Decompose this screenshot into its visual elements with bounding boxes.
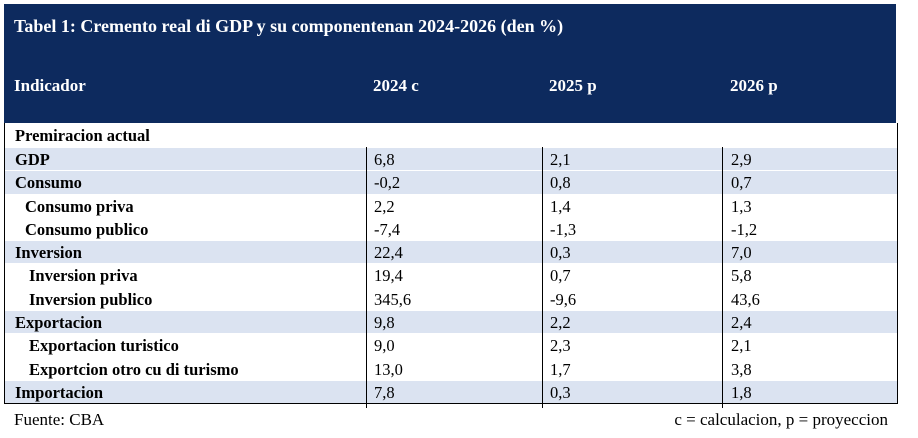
table-row: Consumo priva 2,2 1,4 1,3 — [5, 193, 897, 217]
section-row: Premiracion actual — [5, 123, 897, 147]
value-2025: 1,4 — [550, 196, 571, 216]
value-2024: 19,4 — [374, 266, 403, 286]
value-2025: 0,7 — [550, 266, 571, 286]
value-2026: 7,0 — [731, 243, 752, 263]
column-header-indicator: Indicador — [14, 76, 86, 95]
value-2024: 22,4 — [374, 243, 403, 263]
data-table: Premiracion actual GDP 6,8 2,1 2,9 Consu… — [4, 123, 898, 405]
value-2024: 6,8 — [374, 150, 395, 169]
row-label: Inversion — [15, 243, 82, 263]
row-label: Inversion publico — [29, 289, 153, 309]
value-2025: -1,3 — [550, 219, 577, 239]
row-label: Consumo priva — [25, 196, 134, 216]
legend-note: c = calculacion, p = proyeccion — [674, 410, 888, 429]
row-label: Exportcion otro cu di turismo — [29, 359, 239, 379]
table-row: Inversion 22,4 0,3 7,0 — [5, 240, 897, 264]
value-2025: 1,7 — [550, 359, 571, 379]
value-2026: 1,3 — [731, 196, 752, 216]
value-2026: 2,9 — [731, 150, 752, 169]
value-2025: 2,2 — [550, 313, 571, 333]
table-row: Consumo publico -7,4 -1,3 -1,2 — [5, 216, 897, 240]
table-row: Exportcion otro cu di turismo 13,0 1,7 3… — [5, 356, 897, 380]
row-label: Exportacion turistico — [29, 336, 179, 356]
table-row: GDP 6,8 2,1 2,9 — [5, 147, 897, 171]
column-header-2026: 2026 p — [730, 76, 778, 95]
value-2024: 7,8 — [374, 382, 395, 402]
table-row: Inversion priva 19,4 0,7 5,8 — [5, 263, 897, 286]
value-2025: 2,3 — [550, 336, 571, 356]
column-header-2024: 2024 c — [373, 76, 419, 95]
value-2025: 0,3 — [550, 243, 571, 263]
value-2025: 0,3 — [550, 382, 571, 402]
table-title: Tabel 1: Cremento real di GDP y su compo… — [14, 16, 564, 36]
value-2024: -7,4 — [374, 219, 401, 239]
table-row: Exportacion 9,8 2,2 2,4 — [5, 310, 897, 334]
value-2024: 13,0 — [374, 359, 403, 379]
row-label: Importacion — [15, 382, 103, 402]
value-2026: -1,2 — [731, 219, 758, 239]
column-divider — [542, 147, 543, 408]
table-row: Inversion publico 345,6 -9,6 43,6 — [5, 286, 897, 310]
row-label: Consumo — [15, 173, 82, 193]
column-divider — [366, 147, 367, 408]
value-2026: 43,6 — [731, 289, 760, 309]
source-note: Fuente: CBA — [14, 410, 105, 429]
table-header: Tabel 1: Cremento real di GDP y su compo… — [4, 4, 896, 123]
row-label: GDP — [15, 150, 50, 169]
value-2024: 345,6 — [374, 289, 412, 309]
value-2026: 2,4 — [731, 313, 752, 333]
value-2025: 2,1 — [550, 150, 571, 169]
value-2026: 2,1 — [731, 336, 752, 356]
column-header-2025: 2025 p — [549, 76, 597, 95]
value-2024: 2,2 — [374, 196, 395, 216]
value-2026: 5,8 — [731, 266, 752, 286]
row-label: Exportacion — [15, 313, 103, 333]
table-row: Importacion 7,8 0,3 1,8 — [5, 379, 897, 404]
table-row: Exportacion turistico 9,0 2,3 2,1 — [5, 333, 897, 356]
value-2024: 9,0 — [374, 336, 395, 356]
value-2026: 3,8 — [731, 359, 752, 379]
value-2024: 9,8 — [374, 313, 395, 333]
section-label: Premiracion actual — [15, 126, 150, 145]
row-label: Consumo publico — [25, 219, 149, 239]
value-2025: 0,8 — [550, 173, 571, 193]
table-row: Consumo -0,2 0,8 0,7 — [5, 170, 897, 194]
row-label: Inversion priva — [29, 266, 138, 286]
value-2025: -9,6 — [550, 289, 577, 309]
column-divider — [722, 147, 723, 408]
value-2026: 1,8 — [731, 382, 752, 402]
value-2024: -0,2 — [374, 173, 401, 193]
value-2026: 0,7 — [731, 173, 752, 193]
